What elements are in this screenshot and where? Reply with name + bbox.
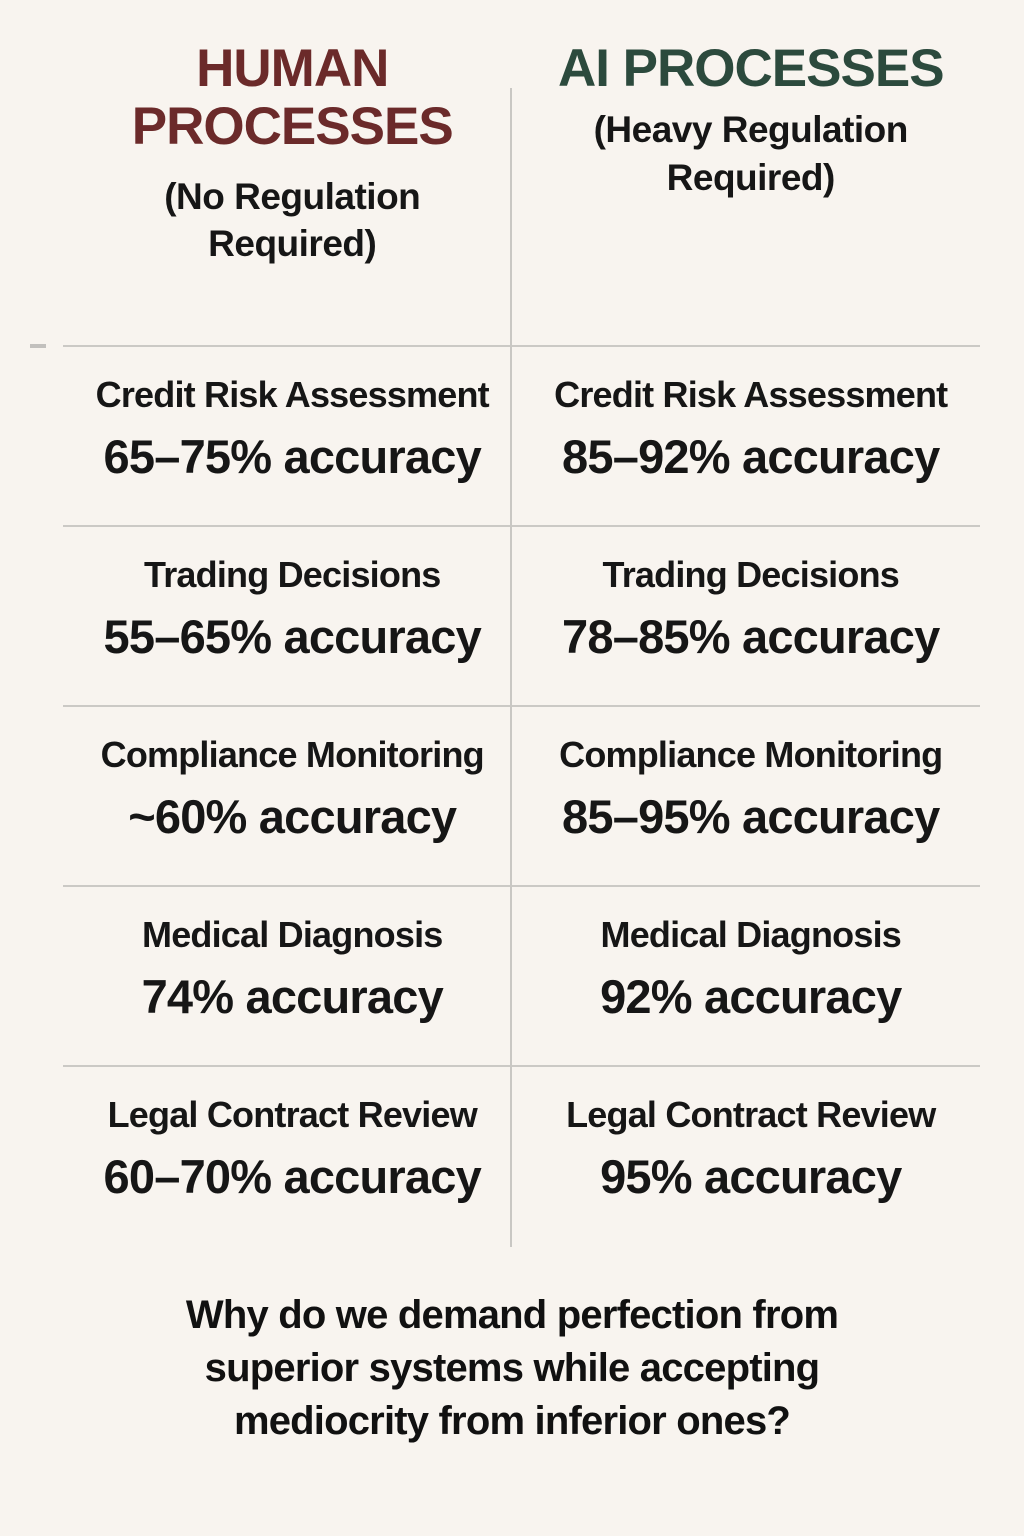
ai-cell: Trading Decisions 78–85% accuracy	[522, 527, 981, 705]
left-edge-tick	[30, 344, 46, 348]
process-label: Compliance Monitoring	[559, 734, 943, 775]
human-cell: Compliance Monitoring ~60% accuracy	[63, 707, 522, 885]
process-label: Credit Risk Assessment	[95, 374, 490, 415]
ai-accuracy-value: 95% accuracy	[600, 1149, 902, 1203]
process-label: Legal Contract Review	[566, 1094, 936, 1135]
ai-cell: Credit Risk Assessment 85–92% accuracy	[522, 347, 981, 525]
ai-accuracy-value: 85–92% accuracy	[562, 429, 940, 483]
vertical-divider	[510, 88, 512, 1247]
process-label: Trading Decisions	[144, 554, 441, 595]
human-cell: Credit Risk Assessment 65–75% accuracy	[63, 347, 522, 525]
human-cell: Legal Contract Review 60–70% accuracy	[63, 1067, 522, 1245]
comparison-table: Credit Risk Assessment 65–75% accuracy C…	[63, 345, 980, 1245]
footer-question: Why do we demand perfection from superio…	[185, 1293, 839, 1443]
process-label: Legal Contract Review	[107, 1094, 478, 1135]
ai-column-title: AI PROCESSES	[557, 39, 945, 98]
process-label: Medical Diagnosis	[142, 914, 443, 955]
human-column-title: HUMAN PROCESSES	[131, 39, 454, 157]
human-column-header: HUMAN PROCESSES (No Regulation Required)	[63, 39, 522, 345]
ai-accuracy-value: 85–95% accuracy	[562, 789, 940, 843]
ai-column-subtitle: (Heavy Regulation Required)	[593, 109, 909, 198]
human-accuracy-value: 65–75% accuracy	[103, 429, 482, 483]
ai-column-header: AI PROCESSES (Heavy Regulation Required)	[522, 39, 981, 345]
header-row: HUMAN PROCESSES (No Regulation Required)…	[0, 0, 1024, 345]
table-row-medical: Medical Diagnosis 74% accuracy Medical D…	[63, 885, 980, 1065]
human-cell: Medical Diagnosis 74% accuracy	[63, 887, 522, 1065]
ai-cell: Medical Diagnosis 92% accuracy	[522, 887, 981, 1065]
human-accuracy-value: 60–70% accuracy	[103, 1149, 482, 1203]
human-column-subtitle: (No Regulation Required)	[164, 175, 421, 264]
table-row-legal: Legal Contract Review 60–70% accuracy Le…	[63, 1065, 980, 1245]
ai-accuracy-value: 78–85% accuracy	[562, 609, 940, 663]
process-label: Trading Decisions	[602, 554, 900, 595]
process-label: Medical Diagnosis	[600, 914, 902, 955]
process-label: Credit Risk Assessment	[554, 374, 948, 415]
table-row-credit-risk: Credit Risk Assessment 65–75% accuracy C…	[63, 345, 980, 525]
ai-accuracy-value: 92% accuracy	[600, 969, 902, 1023]
ai-cell: Compliance Monitoring 85–95% accuracy	[522, 707, 981, 885]
ai-cell: Legal Contract Review 95% accuracy	[522, 1067, 981, 1245]
process-label: Compliance Monitoring	[100, 734, 485, 775]
human-accuracy-value: 55–65% accuracy	[103, 609, 482, 663]
human-accuracy-value: 74% accuracy	[141, 969, 444, 1023]
table-row-compliance: Compliance Monitoring ~60% accuracy Comp…	[63, 705, 980, 885]
human-cell: Trading Decisions 55–65% accuracy	[63, 527, 522, 705]
table-row-trading: Trading Decisions 55–65% accuracy Tradin…	[63, 525, 980, 705]
human-accuracy-value: ~60% accuracy	[128, 789, 457, 843]
